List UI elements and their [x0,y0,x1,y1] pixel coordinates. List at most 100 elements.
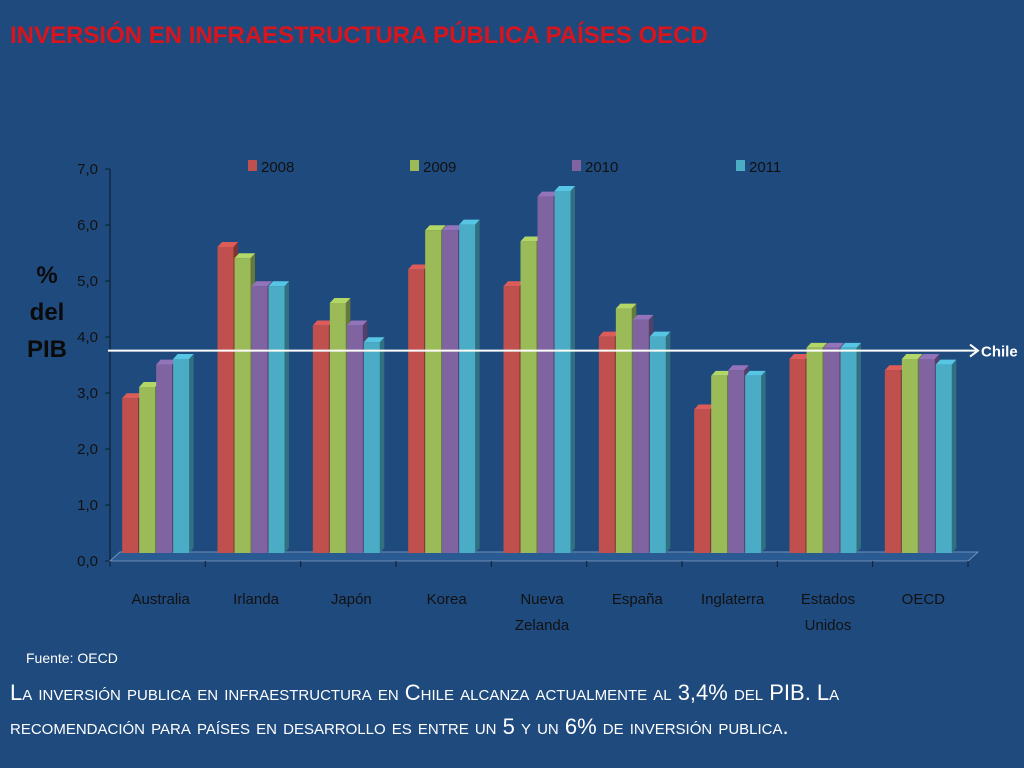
bar-side [856,342,861,553]
bar-top [823,342,844,348]
y-tick-label: 1,0 [77,497,98,514]
bar-front [425,230,442,553]
bar-top [503,281,524,287]
bar-top [234,253,255,259]
chart-floor [108,551,980,562]
legend-entry: 2011 [736,159,781,176]
x-tick-label: Unidos [805,617,852,634]
bar-front [554,191,571,553]
bar-top [884,365,906,371]
legend-swatch [410,160,419,171]
legend-swatch [248,160,257,171]
bar-front [442,230,459,553]
x-tick-label: Estados [801,591,855,608]
bar-top [459,219,480,225]
bar-top [520,236,541,242]
bar-top [935,359,957,365]
bar-top [615,303,637,309]
legend-entry: 2008 [248,159,294,176]
bar-top [442,225,463,231]
bar-front [615,308,632,553]
bar [840,342,861,553]
y-tick-label: 4,0 [77,329,98,346]
bar-front [537,196,554,553]
bar-top [122,393,143,399]
bar-front [711,375,728,553]
x-tick-label: Australia [131,591,190,608]
chile-label: Chile [981,344,1018,361]
bar [459,219,480,553]
bar-top [363,337,385,343]
bar [363,337,385,553]
bar [268,281,289,553]
bar [935,359,957,553]
y-tick-label: 0,0 [77,553,98,570]
legend-entry: 2009 [410,159,456,176]
bar-top [173,354,194,359]
bar-front [139,387,156,553]
bar-front [901,359,918,553]
bar-side [475,219,480,553]
legend-label: 2011 [749,159,781,176]
bar-front [632,319,649,553]
legend-label: 2009 [423,159,456,176]
bar-front [728,370,745,553]
bar-top [745,370,766,376]
bar-side [951,359,957,553]
bar-front [217,247,234,553]
bar-front [694,409,711,553]
x-tick-label: Japón [331,591,372,608]
bar-front [745,375,762,553]
bar-front [346,325,363,553]
chile-reference-line: Chile [108,344,1018,361]
bar-top [537,191,558,197]
bar-top [694,404,715,410]
legend-entry: 2010 [572,159,618,176]
bar-front [173,359,190,553]
y-axis-label: del [30,299,65,326]
y-tick-label: 2,0 [77,441,98,458]
bar-top [918,354,940,359]
chart-legend: 2008 2009 2010 2011 [248,159,781,176]
y-tick-label: 6,0 [77,217,98,234]
bar-front [935,364,952,553]
bar-front [329,303,346,553]
bar-top [554,186,575,191]
bar-top [632,314,654,320]
bar-front [823,347,840,553]
caption-text: La inversión publica en infraestructura … [10,680,840,739]
bar-side [379,337,385,553]
y-tick-label: 3,0 [77,385,98,402]
bar-top [806,342,827,348]
bar-front [268,286,285,553]
bar-front [312,325,329,553]
bar-front [156,364,173,553]
bar [745,370,766,553]
bar-side [570,186,575,554]
bar-top [217,242,238,247]
x-tick-label: Nueva [520,591,564,608]
bar-front [918,359,935,553]
bar-front [251,286,268,553]
x-tick-label: Inglaterra [701,591,765,608]
bar-front [649,336,666,553]
bar [173,354,194,553]
bar-front [520,241,537,553]
bar-top [346,320,368,326]
bar-top [408,264,429,270]
bar-top [268,281,289,287]
y-axis-label: % [36,262,57,289]
bar-side [189,354,194,553]
source-note: Fuente: OECD [26,650,118,666]
bar-front [598,336,615,553]
y-tick-label: 7,0 [77,161,98,178]
bar-front [122,398,139,553]
bar-front [789,359,806,553]
bar-top [139,382,160,387]
chart-bars [122,186,957,554]
bar-front [459,224,476,553]
bar-chart: 0,0 1,0 2,0 3,0 4,0 5,0 6,0 7,0% del PIB Australia… [27,159,1018,634]
bar-front [884,370,901,553]
bar-front [503,286,520,553]
bar [649,331,671,553]
